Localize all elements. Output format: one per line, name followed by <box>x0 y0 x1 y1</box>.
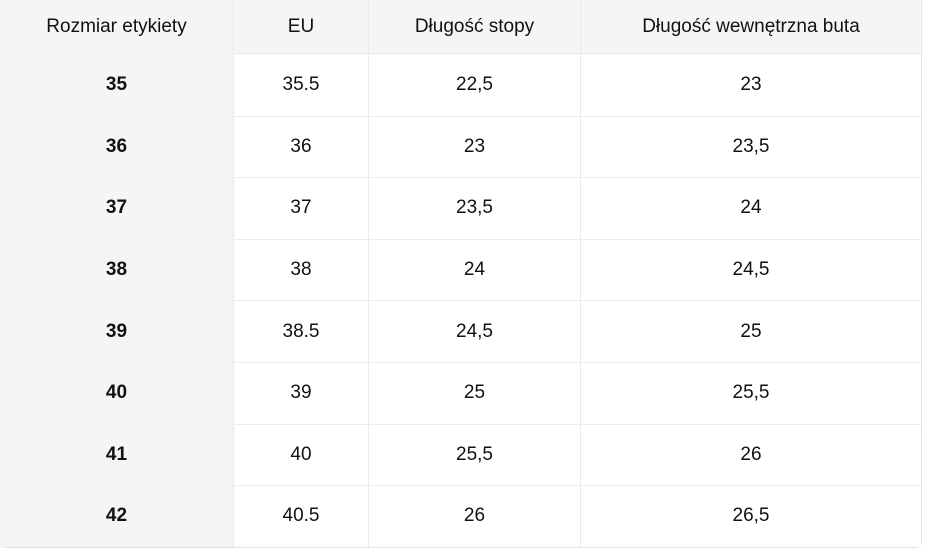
cell-foot-length: 22,5 <box>368 54 580 116</box>
cell-inner-shoe-length: 26 <box>580 423 921 486</box>
size-chart-table: Rozmiar etykiety EU Długość stopy Długoś… <box>0 0 922 548</box>
cell-foot-length: 23 <box>368 115 580 178</box>
cell-eu: 35.5 <box>233 54 368 116</box>
column-header-inner-shoe-length: Długość wewnętrzna buta <box>580 0 921 54</box>
table-row: 40 39 25 25,5 <box>0 361 921 424</box>
cell-inner-shoe-length: 24 <box>580 177 921 239</box>
table-row: 38 38 24 24,5 <box>0 238 921 301</box>
cell-inner-shoe-length: 24,5 <box>580 238 921 301</box>
cell-eu: 40.5 <box>233 485 368 547</box>
table-row: 35 35.5 22,5 23 <box>0 54 921 116</box>
cell-label-size: 36 <box>0 115 233 178</box>
cell-foot-length: 23,5 <box>368 177 580 239</box>
column-header-eu: EU <box>233 0 368 54</box>
cell-foot-length: 24,5 <box>368 300 580 362</box>
cell-eu: 37 <box>233 177 368 239</box>
table-row: 42 40.5 26 26,5 <box>0 485 921 547</box>
column-header-foot-length: Długość stopy <box>368 0 580 54</box>
cell-label-size: 41 <box>0 423 233 486</box>
cell-label-size: 35 <box>0 54 233 116</box>
cell-inner-shoe-length: 25 <box>580 300 921 362</box>
cell-label-size: 38 <box>0 238 233 301</box>
cell-eu: 40 <box>233 423 368 486</box>
cell-label-size: 37 <box>0 177 233 239</box>
cell-inner-shoe-length: 23 <box>580 54 921 116</box>
table-row: 39 38.5 24,5 25 <box>0 300 921 362</box>
cell-label-size: 40 <box>0 361 233 424</box>
header-row: Rozmiar etykiety EU Długość stopy Długoś… <box>0 0 921 54</box>
cell-label-size: 39 <box>0 300 233 362</box>
column-header-label-size: Rozmiar etykiety <box>0 0 233 54</box>
cell-inner-shoe-length: 25,5 <box>580 361 921 424</box>
cell-eu: 36 <box>233 115 368 178</box>
cell-eu: 39 <box>233 361 368 424</box>
cell-foot-length: 25 <box>368 361 580 424</box>
cell-foot-length: 26 <box>368 485 580 547</box>
cell-foot-length: 25,5 <box>368 423 580 486</box>
cell-inner-shoe-length: 26,5 <box>580 485 921 547</box>
cell-eu: 38 <box>233 238 368 301</box>
table-row: 37 37 23,5 24 <box>0 177 921 239</box>
cell-label-size: 42 <box>0 485 233 547</box>
table-row: 41 40 25,5 26 <box>0 423 921 486</box>
cell-inner-shoe-length: 23,5 <box>580 115 921 178</box>
cell-eu: 38.5 <box>233 300 368 362</box>
cell-foot-length: 24 <box>368 238 580 301</box>
table-row: 36 36 23 23,5 <box>0 115 921 178</box>
